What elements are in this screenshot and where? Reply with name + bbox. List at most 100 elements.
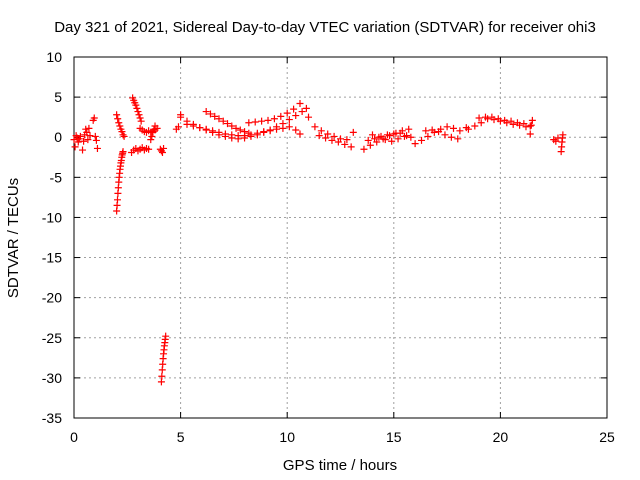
data-point xyxy=(84,136,92,144)
y-tick-label: 10 xyxy=(46,49,62,65)
data-point xyxy=(253,129,261,137)
data-point xyxy=(162,332,170,340)
data-point xyxy=(71,143,79,151)
data-point xyxy=(132,101,140,109)
data-point xyxy=(418,136,426,144)
data-point xyxy=(245,129,253,137)
data-point xyxy=(471,122,479,130)
data-point xyxy=(80,137,88,145)
x-tick-label: 5 xyxy=(177,429,185,445)
data-point xyxy=(119,131,127,139)
data-point xyxy=(292,112,300,120)
data-point xyxy=(232,124,240,132)
data-point xyxy=(158,372,166,380)
data-point xyxy=(368,131,376,139)
data-point xyxy=(334,138,342,146)
y-axis-label: SDTVAR / TECUs xyxy=(5,178,22,298)
data-point xyxy=(76,132,84,140)
data-point xyxy=(118,128,126,136)
data-point xyxy=(219,117,227,125)
data-point xyxy=(396,129,404,137)
data-point xyxy=(296,100,304,108)
data-point xyxy=(559,131,567,139)
data-point xyxy=(119,148,127,156)
data-point xyxy=(151,122,159,130)
data-point xyxy=(349,128,357,136)
data-point xyxy=(311,123,319,131)
data-point xyxy=(236,126,244,134)
y-tick-label: -10 xyxy=(42,209,62,225)
data-point xyxy=(221,130,229,138)
data-point xyxy=(283,109,291,117)
x-axis-label: GPS time / hours xyxy=(283,457,397,474)
data-point xyxy=(488,113,496,121)
data-point xyxy=(85,124,93,132)
data-point xyxy=(330,132,338,140)
data-point xyxy=(91,132,99,140)
y-tick-label: -5 xyxy=(50,169,63,185)
data-point xyxy=(405,125,413,133)
data-point xyxy=(145,145,153,153)
data-point xyxy=(160,144,168,152)
data-point xyxy=(456,127,464,135)
data-point xyxy=(215,115,223,123)
data-point xyxy=(279,124,287,132)
data-point xyxy=(260,128,268,136)
data-point xyxy=(86,132,94,140)
data-point xyxy=(475,114,483,122)
data-point xyxy=(158,148,166,156)
data-point xyxy=(454,135,462,143)
data-point xyxy=(211,112,219,120)
data-point xyxy=(93,144,101,152)
data-point xyxy=(341,140,349,148)
data-point xyxy=(477,119,485,127)
data-point xyxy=(394,135,402,143)
data-point xyxy=(114,115,122,123)
data-point xyxy=(245,119,253,127)
data-point xyxy=(464,125,472,133)
data-point xyxy=(113,111,121,119)
data-point xyxy=(266,127,274,135)
x-tick-label: 25 xyxy=(599,429,615,445)
data-point xyxy=(292,126,300,134)
data-point xyxy=(174,123,182,131)
data-point xyxy=(251,118,259,126)
data-point xyxy=(202,125,210,133)
data-point xyxy=(507,117,515,125)
data-point xyxy=(428,126,436,134)
data-point xyxy=(285,116,293,124)
data-point xyxy=(258,117,266,125)
data-point xyxy=(70,136,78,144)
data-point xyxy=(400,132,408,140)
data-point xyxy=(273,125,281,133)
tick-layer: 0 5 10 15 20 25 10 5 0 -5 -10 -15 -20 -25 -30 -35 xyxy=(42,49,615,445)
data-point xyxy=(290,105,298,113)
data-point xyxy=(364,136,372,144)
y-tick-label: -15 xyxy=(42,250,62,266)
data-point xyxy=(224,120,232,128)
data-point xyxy=(133,104,141,112)
data-point xyxy=(371,135,379,143)
data-point xyxy=(177,113,185,121)
data-point xyxy=(206,110,214,118)
data-point xyxy=(447,133,455,141)
data-point xyxy=(135,111,143,119)
data-point xyxy=(137,117,145,125)
data-point xyxy=(411,140,419,148)
data-point xyxy=(234,132,242,140)
data-point xyxy=(116,122,124,130)
data-point xyxy=(528,116,536,124)
y-tick-label: -20 xyxy=(42,290,62,306)
data-point xyxy=(381,136,389,144)
data-point xyxy=(79,146,87,154)
data-point xyxy=(147,136,155,144)
data-point xyxy=(228,122,236,130)
data-point xyxy=(305,113,313,121)
data-point xyxy=(527,121,535,129)
data-point xyxy=(422,127,430,135)
data-point xyxy=(513,119,521,127)
data-point xyxy=(501,116,509,124)
x-tick-label: 10 xyxy=(279,429,295,445)
points-layer xyxy=(70,94,567,386)
data-point xyxy=(270,115,278,123)
